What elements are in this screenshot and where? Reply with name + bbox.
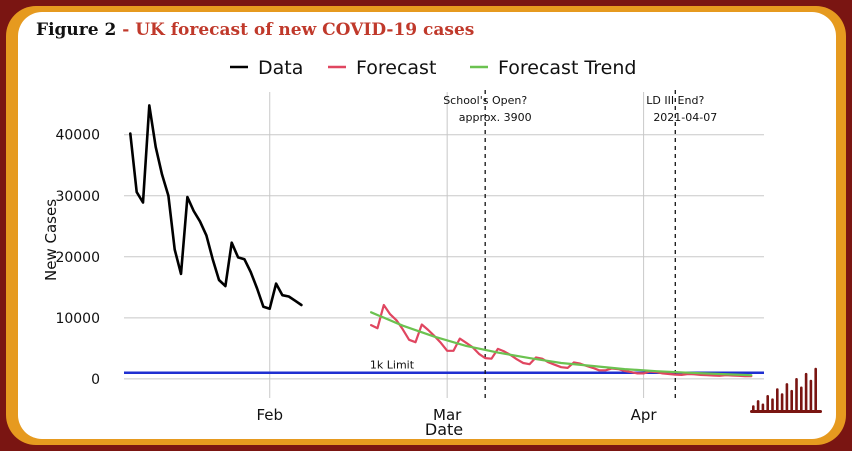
logo-bar	[795, 378, 798, 412]
grid	[124, 92, 764, 398]
logo-bar	[761, 403, 765, 412]
series-line-forecast-trend	[370, 311, 753, 377]
y-axis-label: New Cases	[42, 199, 60, 281]
limit-label: 1k Limit	[370, 359, 415, 372]
logo-bar	[804, 372, 808, 412]
figure-card	[18, 12, 836, 439]
vertical-marker-label: School's Open?	[443, 94, 527, 107]
bar-logo	[750, 367, 822, 413]
logo-base	[750, 410, 822, 413]
logo-bar	[814, 367, 817, 412]
figure-separator: -	[116, 20, 136, 40]
vertical-marker-sublabel: 2021-04-07	[653, 111, 717, 124]
y-tick-label: 0	[91, 372, 100, 388]
y-tick-label: 40000	[55, 128, 100, 144]
series-group	[129, 104, 753, 378]
logo-bar	[790, 389, 793, 412]
logo-bar	[785, 383, 789, 412]
figure-title: Figure 2 - UK forecast of new COVID-19 c…	[36, 20, 474, 40]
y-tick-label: 20000	[55, 250, 100, 266]
figure-title-text: UK forecast of new COVID-19 cases	[135, 20, 475, 40]
logo-bar	[771, 398, 774, 412]
legend: Data Forecast Forecast Trend	[230, 57, 636, 79]
logo-bar	[780, 393, 784, 412]
figure-number: Figure 2	[36, 20, 117, 40]
logo-bar	[776, 388, 779, 412]
series-line-forecast	[370, 303, 753, 378]
x-tick-label: Apr	[631, 406, 658, 424]
logo-bar	[756, 400, 760, 412]
reference-lines: 1k Limit School's Open? approx. 3900 LD III…	[124, 90, 764, 398]
series-line-data	[129, 104, 303, 310]
axes: 0 10000 20000 30000 40000 Feb Mar Apr Date New Ca…	[42, 128, 657, 439]
vertical-marker-label: LD III End?	[646, 94, 704, 107]
logo-bar	[809, 379, 813, 412]
legend-entry: Forecast	[356, 57, 436, 79]
legend-entry: Forecast Trend	[498, 57, 636, 79]
x-tick-label: Feb	[256, 406, 283, 424]
x-axis-label: Date	[425, 420, 463, 439]
y-tick-label: 30000	[55, 189, 100, 205]
vertical-marker-sublabel: approx. 3900	[459, 111, 532, 124]
legend-entry: Data	[258, 57, 303, 79]
x-tick-label: Mar	[433, 406, 462, 424]
logo-bar	[766, 395, 769, 412]
y-tick-label: 10000	[55, 311, 100, 327]
logo-bar	[800, 386, 803, 412]
